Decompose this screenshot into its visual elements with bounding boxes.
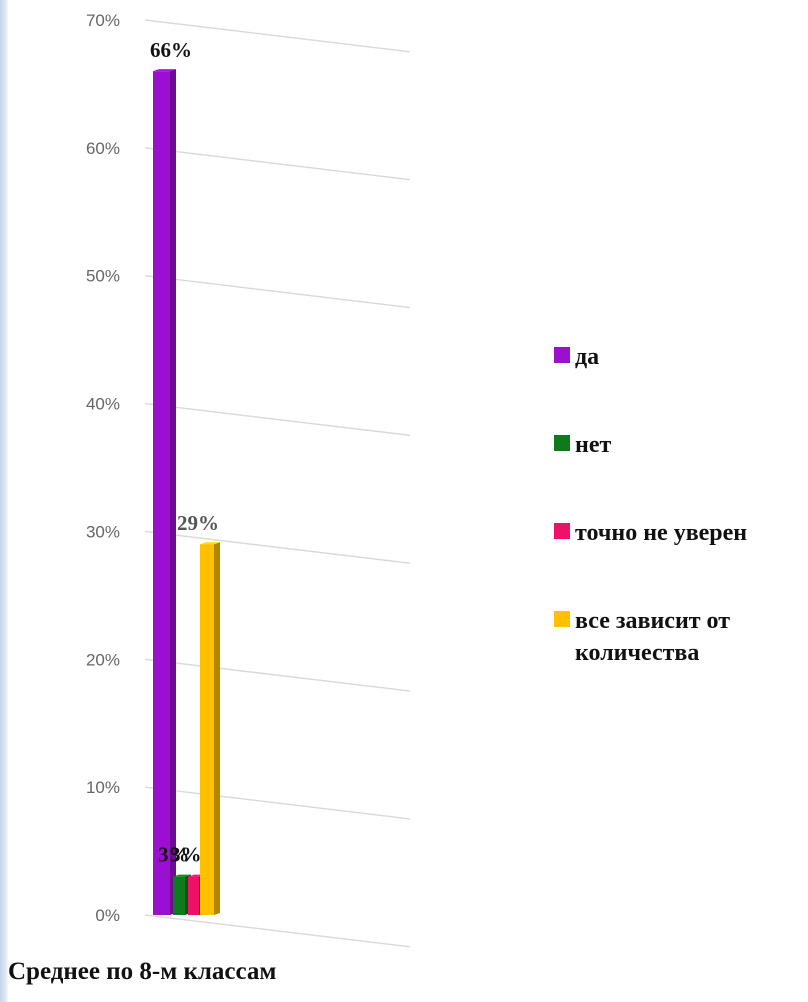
bar-0 — [153, 71, 170, 915]
gridlines — [144, 19, 411, 948]
data-label: 3% — [158, 843, 190, 867]
y-tick-label: 50% — [86, 267, 120, 286]
bar-3 — [200, 544, 214, 915]
legend-label-net: нет — [575, 432, 612, 458]
legend-swatch-not-sure — [554, 523, 570, 539]
data-labels: 66% 3%3% 29% — [150, 38, 219, 867]
gridline — [144, 147, 411, 181]
legend-item-not-sure: точно не уверен — [554, 517, 807, 549]
gridline — [144, 658, 411, 692]
legend-label-depends: все зависит от количества — [575, 608, 731, 666]
gridline — [144, 786, 411, 820]
legend-swatch-net — [554, 435, 570, 451]
bar-top — [173, 874, 191, 877]
y-tick-label: 20% — [86, 650, 120, 669]
bar-side — [214, 542, 220, 915]
legend-item-net: нет — [554, 429, 807, 461]
legend-item-da: да — [554, 341, 807, 373]
legend-swatch-da — [554, 347, 570, 363]
window-edge — [0, 0, 9, 1002]
data-label: 3% — [170, 843, 202, 867]
gridline — [144, 530, 411, 564]
y-tick-label: 40% — [86, 395, 120, 414]
legend-swatch-depends — [554, 611, 570, 627]
bar-top — [200, 542, 220, 545]
legend-label-da: да — [575, 344, 600, 370]
data-label: 29% — [177, 511, 219, 535]
bars — [153, 69, 220, 915]
gridline — [144, 402, 411, 437]
bar-side — [170, 69, 176, 915]
y-tick-label: 30% — [86, 522, 120, 541]
data-label: 66% — [150, 38, 192, 62]
y-tick-label: 70% — [86, 11, 120, 30]
y-axis-ticks: 0% 10% 20% 30% 40% 50% 60% 70% — [86, 11, 120, 925]
y-tick-label: 0% — [95, 906, 120, 925]
gridline — [144, 914, 411, 948]
bar-2 — [188, 876, 199, 915]
gridline — [144, 275, 411, 309]
bar-1 — [173, 876, 185, 915]
footer-caption: Среднее по 8-м классам — [8, 958, 277, 985]
legend-item-depends: все зависит от количества — [554, 605, 807, 669]
gridline — [144, 19, 411, 53]
y-tick-label: 10% — [86, 778, 120, 797]
legend-label-not-sure: точно не уверен — [575, 520, 748, 546]
bar-top — [153, 69, 176, 72]
y-tick-label: 60% — [86, 139, 120, 158]
